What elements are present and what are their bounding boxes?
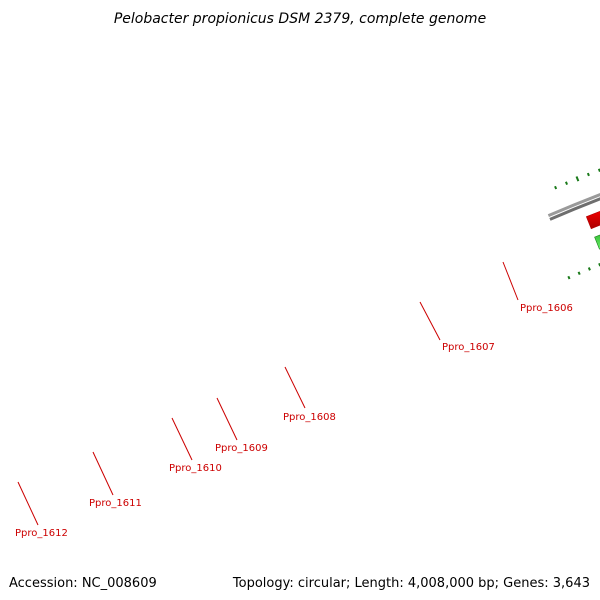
track-layer: 1718 kbp1719 kbp1720 kbp1721 kbp1722 kbp… bbox=[547, 168, 600, 280]
gene-label[interactable]: Ppro_1608 bbox=[283, 412, 336, 423]
gene-label-leader-line bbox=[502, 261, 519, 301]
inner-tick-mark bbox=[587, 267, 591, 271]
gene-label[interactable]: Ppro_1610 bbox=[169, 463, 222, 474]
accession-text: Accession: NC_008609 bbox=[9, 576, 157, 591]
topology-text: Topology: circular; Length: 4,008,000 bp… bbox=[232, 576, 590, 591]
inner-tick-mark bbox=[577, 271, 581, 275]
gene-label[interactable]: Ppro_1607 bbox=[442, 342, 495, 353]
gene-label[interactable]: Ppro_1611 bbox=[89, 498, 142, 509]
outer-tick-mark bbox=[554, 185, 558, 190]
gene-label[interactable]: Ppro_1612 bbox=[15, 528, 68, 539]
genome-backbone bbox=[549, 197, 600, 221]
inner-tick-mark bbox=[567, 275, 571, 280]
gene-label[interactable]: Ppro_1606 bbox=[520, 303, 573, 314]
outer-tick-mark bbox=[575, 176, 580, 182]
outer-tick-mark bbox=[565, 181, 568, 185]
gene-label[interactable]: Ppro_1609 bbox=[215, 443, 268, 454]
forward-gene-arrow[interactable] bbox=[585, 197, 600, 230]
genome-backbone bbox=[547, 193, 600, 218]
outer-tick-mark bbox=[586, 172, 590, 177]
gene-label-leader-line bbox=[17, 481, 39, 526]
gene-label-leader-line bbox=[419, 301, 441, 341]
reverse-gene-block[interactable] bbox=[594, 215, 600, 250]
gene-label-leader-line bbox=[216, 397, 238, 441]
gene-label-leader-line bbox=[92, 451, 114, 496]
label-layer: Ppro_1606 Ppro_1607 Ppro_1608 Ppro_1609 Ppro… bbox=[15, 261, 573, 539]
gene-label-leader-line bbox=[171, 417, 193, 461]
gene-label-leader-line bbox=[284, 366, 306, 409]
gene-layer bbox=[585, 197, 600, 250]
map-title: Pelobacter propionicus DSM 2379, complet… bbox=[114, 11, 486, 27]
